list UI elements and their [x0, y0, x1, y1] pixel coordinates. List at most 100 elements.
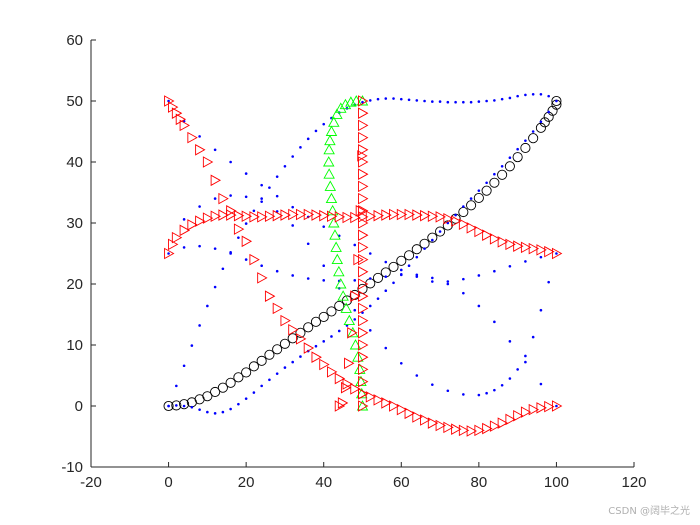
data-point: [325, 125, 338, 136]
data-point: [350, 211, 361, 224]
data-point: [198, 135, 201, 138]
data-point: [334, 372, 346, 385]
data-point: [225, 377, 236, 388]
x-tick-label: 0: [164, 474, 172, 491]
data-point: [275, 269, 279, 273]
data-point: [237, 402, 240, 406]
data-point: [384, 346, 388, 350]
data-point: [493, 388, 496, 392]
data-point: [179, 224, 191, 237]
data-point: [167, 99, 170, 103]
data-point: [331, 108, 343, 119]
data-point: [536, 244, 547, 256]
data-point: [497, 236, 509, 248]
data-point: [358, 400, 369, 412]
series-0: [163, 95, 562, 412]
data-point: [291, 274, 294, 277]
data-point: [373, 209, 384, 222]
data-point: [314, 129, 318, 133]
data-point: [415, 374, 419, 377]
y-tick-label: -10: [61, 459, 83, 476]
data-point: [226, 209, 237, 221]
data-point: [319, 209, 330, 222]
data-point: [252, 391, 256, 394]
data-point: [407, 264, 411, 268]
data-point: [477, 274, 481, 277]
data-point: [446, 280, 450, 283]
data-point: [520, 406, 532, 418]
watermark: CSDN @阔毕之光: [608, 504, 690, 517]
data-point: [229, 160, 232, 164]
y-tick-label: 20: [66, 276, 83, 293]
data-point: [520, 142, 531, 154]
data-point: [423, 99, 426, 103]
data-point: [280, 314, 291, 327]
data-point: [198, 408, 201, 411]
data-point: [349, 339, 362, 350]
data-point: [187, 131, 198, 144]
data-point: [446, 100, 450, 104]
data-point: [333, 265, 345, 277]
data-point: [524, 354, 527, 358]
data-point: [233, 209, 245, 222]
data-point: [399, 273, 403, 277]
data-point: [260, 197, 263, 200]
data-point: [303, 208, 315, 221]
data-point: [337, 290, 349, 301]
data-point: [358, 375, 369, 388]
data-point: [288, 323, 299, 336]
data-point: [198, 205, 201, 208]
data-point: [399, 362, 403, 365]
data-point: [524, 260, 527, 263]
data-point: [493, 269, 496, 273]
data-point: [353, 279, 357, 282]
data-point: [249, 253, 260, 266]
data-point: [356, 95, 369, 106]
data-point: [358, 95, 369, 107]
data-point: [407, 98, 411, 102]
data-point: [361, 100, 364, 104]
data-point: [420, 209, 431, 222]
data-point: [213, 285, 217, 289]
data-point: [423, 247, 426, 250]
data-point: [384, 97, 388, 100]
data-point: [217, 382, 228, 393]
data-point: [524, 93, 527, 97]
data-point: [415, 99, 419, 102]
data-point: [477, 189, 481, 192]
data-point: [334, 300, 345, 312]
data-point: [182, 218, 186, 221]
data-point: [531, 92, 535, 96]
data-point: [322, 156, 335, 167]
data-point: [508, 340, 512, 343]
data-point: [319, 358, 330, 371]
data-point: [466, 200, 477, 211]
data-point: [280, 209, 291, 221]
data-point: [210, 210, 222, 223]
data-point: [528, 133, 539, 144]
data-point: [244, 172, 248, 175]
data-point: [539, 92, 543, 96]
data-point: [179, 119, 191, 132]
data-point: [462, 291, 465, 295]
data-point: [213, 197, 217, 200]
data-point: [323, 168, 335, 179]
data-point: [376, 297, 380, 300]
series-5: [334, 95, 369, 412]
data-point: [287, 333, 298, 344]
data-point: [389, 208, 400, 221]
data-point: [358, 339, 369, 351]
data-point: [435, 226, 446, 237]
data-point: [403, 250, 415, 261]
data-point: [446, 282, 450, 286]
data-point: [458, 218, 470, 230]
data-point: [528, 403, 540, 416]
data-point: [306, 137, 310, 141]
data-point: [182, 246, 186, 249]
data-point: [288, 208, 299, 221]
data-point: [489, 177, 500, 188]
data-point: [482, 422, 493, 435]
data-point: [365, 391, 377, 403]
data-point: [295, 208, 307, 221]
data-point: [175, 384, 178, 388]
